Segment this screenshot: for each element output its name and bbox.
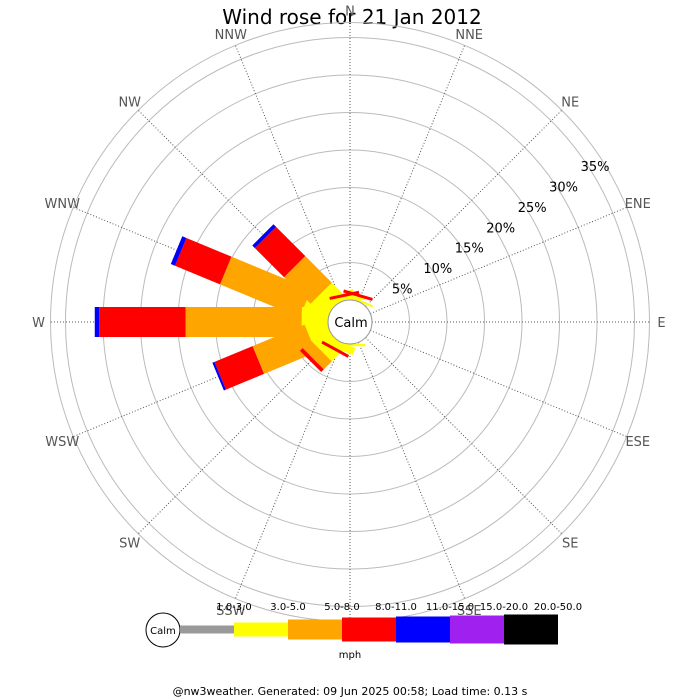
direction-label-ese: ESE bbox=[625, 435, 650, 450]
calm-circle: Calm bbox=[327, 299, 373, 345]
direction-label-n: N bbox=[345, 5, 355, 20]
spoke-ese bbox=[370, 329, 627, 438]
direction-label-se: SE bbox=[562, 536, 578, 551]
radial-tick-labels: 5% 10%15%20%25%30%35% bbox=[392, 160, 610, 298]
chart-title: Wind rose for 21 Jan 2012 bbox=[222, 5, 481, 29]
legend-label-20-0-50-0: 20.0-50.0 bbox=[534, 602, 582, 613]
direction-labels: NNNENEENEEESESESSESSSWSWWSWWWNWNWNNW bbox=[32, 5, 666, 643]
grid-ring-35 bbox=[65, 37, 635, 607]
spoke-nne bbox=[357, 45, 466, 302]
bar-nw-8-0-11-0 bbox=[254, 226, 306, 278]
direction-label-w: W bbox=[32, 316, 45, 331]
calm-circle-shape bbox=[327, 299, 373, 345]
legend-label-3-0-5-0: 3.0-5.0 bbox=[270, 602, 305, 613]
direction-label-e: E bbox=[657, 316, 665, 331]
bar-ssw-small-red bbox=[321, 340, 350, 358]
legend-swatch-15-0-20-0 bbox=[450, 615, 504, 644]
radial-tick-30: 30% bbox=[549, 180, 578, 195]
radial-tick-35: 35% bbox=[581, 160, 610, 175]
bar-nne-small-red bbox=[343, 289, 373, 301]
radial-tick-5: 5% bbox=[392, 283, 413, 298]
spoke-ene bbox=[370, 206, 627, 315]
direction-label-nw: NW bbox=[118, 96, 141, 111]
bar-w-5-0-8-0 bbox=[185, 307, 302, 337]
spoke-ssw bbox=[234, 342, 343, 599]
radial-tick-10: 10% bbox=[423, 262, 452, 277]
bar-wnw-8-0-11-0 bbox=[174, 238, 232, 285]
legend-calm-label: Calm bbox=[150, 626, 176, 637]
legend-swatch-20-0-50-0 bbox=[504, 614, 558, 645]
spoke-ne bbox=[365, 109, 563, 307]
bar-wsw-8-0-11-0 bbox=[214, 346, 265, 390]
direction-label-wnw: WNW bbox=[44, 197, 80, 212]
bar-nw-5-0-8-0 bbox=[284, 256, 332, 304]
legend-swatch-3-0-5-0 bbox=[234, 622, 288, 637]
direction-label-nnw: NNW bbox=[215, 28, 247, 43]
legend-swatch-8-0-11-0 bbox=[342, 617, 396, 642]
legend-swatch-11-0-15-0 bbox=[396, 616, 450, 643]
bar-nne-3-0-5-0 bbox=[344, 293, 374, 308]
direction-label-sse: SSE bbox=[457, 604, 482, 619]
radial-tick-20: 20% bbox=[486, 221, 515, 236]
bar-wsw-5-0-8-0 bbox=[252, 324, 317, 374]
footer-text: @nw3weather. Generated: 09 Jun 2025 00:5… bbox=[173, 685, 528, 698]
bar-w-11-0-15-0 bbox=[94, 307, 100, 337]
radial-tick-25: 25% bbox=[518, 201, 547, 216]
spoke-se bbox=[365, 337, 563, 535]
direction-label-nne: NNE bbox=[455, 28, 483, 43]
legend-unit: mph bbox=[339, 650, 361, 661]
spoke-sse bbox=[357, 342, 466, 599]
spoke-wsw bbox=[73, 329, 330, 438]
bar-nw-11-0-15-0 bbox=[252, 224, 277, 249]
radial-tick-15: 15% bbox=[455, 242, 484, 257]
spoke-nnw bbox=[234, 45, 343, 302]
bar-wnw-5-0-8-0 bbox=[219, 256, 312, 318]
spoke-sw bbox=[137, 337, 335, 535]
legend-label-8-0-11-0: 8.0-11.0 bbox=[375, 602, 417, 613]
direction-label-sw: SW bbox=[119, 536, 140, 551]
bar-s-3-0-5-0 bbox=[335, 344, 365, 347]
legend-label-15-0-20-0: 15.0-20.0 bbox=[480, 602, 528, 613]
direction-label-ssw: SSW bbox=[216, 604, 246, 619]
legend-label-11-0-15-0: 11.0-15.0 bbox=[426, 602, 474, 613]
speed-legend: Calm 1.0-3.0 3.0-5.0 5.0-8.0 8.0-11.0 11.0-15… bbox=[145, 602, 582, 661]
bar-sw-8-0-11-0 bbox=[299, 348, 324, 373]
wind-bars bbox=[94, 224, 374, 391]
legend-label-5-0-8-0: 5.0-8.0 bbox=[324, 602, 359, 613]
legend-swatch-1-0-3-0 bbox=[180, 625, 234, 634]
direction-label-ene: ENE bbox=[625, 197, 651, 212]
legend-swatch-5-0-8-0 bbox=[288, 619, 342, 640]
direction-label-ne: NE bbox=[561, 96, 579, 111]
calm-label: Calm bbox=[334, 316, 367, 331]
bar-wsw-11-0-15-0 bbox=[212, 361, 226, 391]
bar-wnw-11-0-15-0 bbox=[170, 236, 187, 266]
bar-n-small-red bbox=[329, 290, 360, 300]
spoke-nw bbox=[137, 109, 335, 307]
direction-label-wsw: WSW bbox=[45, 435, 79, 450]
bar-w-8-0-11-0 bbox=[99, 307, 186, 337]
legend-label-1-0-3-0: 1.0-3.0 bbox=[216, 602, 251, 613]
bar-sw-5-0-8-0 bbox=[302, 340, 332, 370]
